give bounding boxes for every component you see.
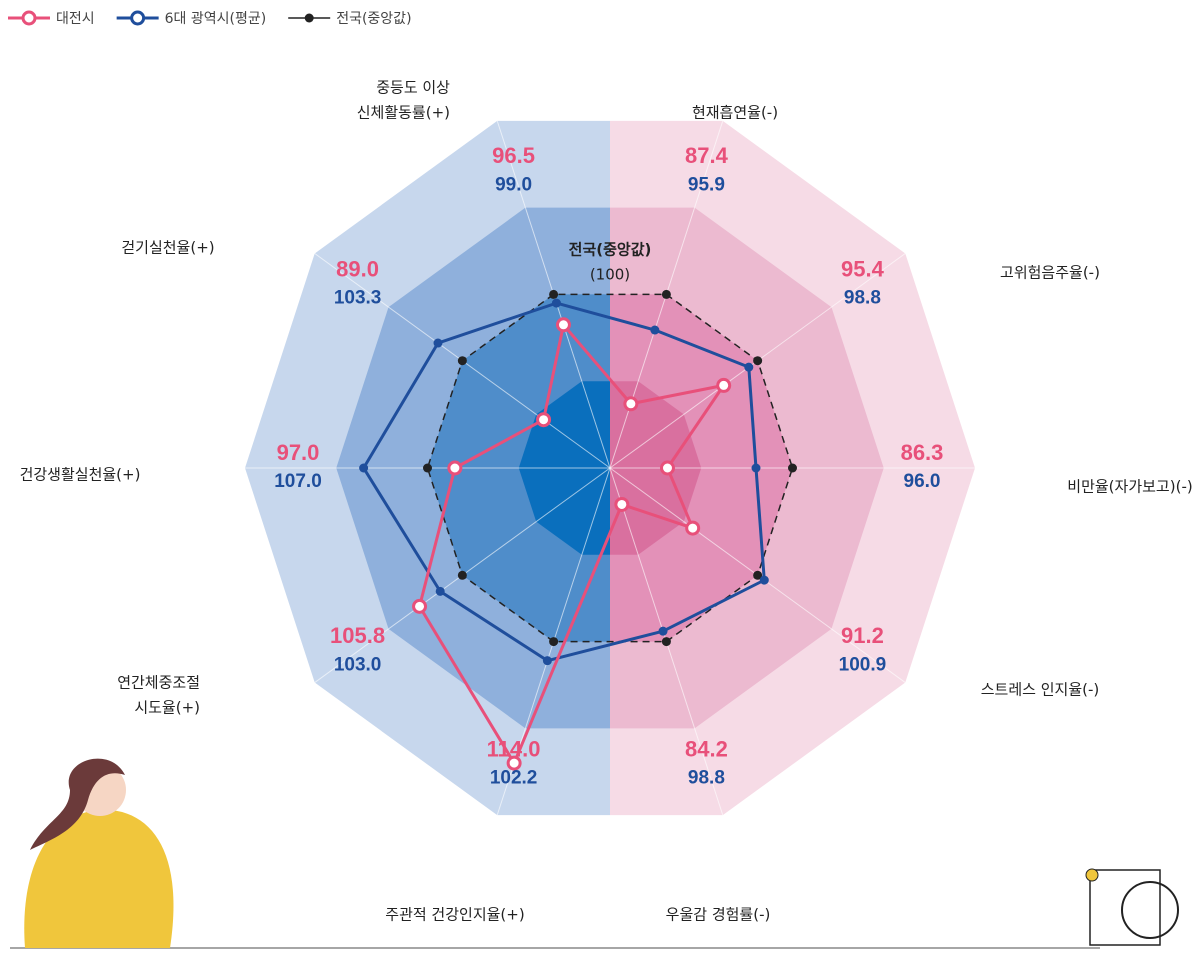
value-label: 86.3 bbox=[901, 440, 944, 465]
point bbox=[549, 290, 558, 299]
legend-label: 전국(중앙값) bbox=[336, 11, 411, 27]
point bbox=[753, 356, 762, 365]
value-label: 97.0 bbox=[277, 440, 320, 465]
value-label: 107.0 bbox=[274, 471, 322, 492]
chart: 87.4 95.9 95.4 98.8 86.3 96.0 91.2 100.9 84.2 98.… bbox=[0, 0, 1197, 972]
point bbox=[650, 326, 659, 335]
point bbox=[458, 356, 467, 365]
point bbox=[449, 462, 461, 474]
category-label: 현재흡연율(-) bbox=[692, 104, 778, 122]
point bbox=[414, 600, 426, 612]
point bbox=[423, 464, 432, 473]
category-label: 우울감 경험률(-) bbox=[666, 906, 771, 924]
point bbox=[433, 339, 442, 348]
legend-marker bbox=[305, 14, 314, 23]
point bbox=[760, 576, 769, 585]
category-label: 주관적 건강인지율(+) bbox=[385, 906, 524, 924]
legend-label: 6대 광역시(평균) bbox=[165, 11, 267, 27]
point bbox=[549, 637, 558, 646]
point bbox=[659, 627, 668, 636]
value-label: 95.4 bbox=[841, 256, 885, 281]
value-label: 114.0 bbox=[487, 737, 541, 762]
value-label: 91.2 bbox=[841, 623, 884, 648]
point bbox=[359, 464, 368, 473]
point bbox=[687, 522, 699, 534]
value-label: 84.2 bbox=[685, 737, 728, 762]
point bbox=[436, 587, 445, 596]
value-label: 96.5 bbox=[492, 143, 535, 168]
category-label: 고위험음주율(-) bbox=[1000, 264, 1100, 282]
value-label: 100.9 bbox=[839, 654, 887, 675]
center-label: (100) bbox=[590, 266, 630, 284]
value-label: 103.3 bbox=[334, 288, 382, 309]
point bbox=[752, 464, 761, 473]
point bbox=[552, 299, 561, 308]
value-label: 99.0 bbox=[495, 174, 532, 195]
category-label: 신체활동률(+) bbox=[357, 104, 450, 122]
point bbox=[662, 290, 671, 299]
value-label: 95.9 bbox=[688, 174, 725, 195]
value-label: 105.8 bbox=[330, 623, 385, 648]
point bbox=[662, 637, 671, 646]
point bbox=[718, 379, 730, 391]
value-label: 102.2 bbox=[490, 768, 538, 789]
category-label: 연간체중조절 bbox=[117, 674, 200, 692]
category-label: 시도율(+) bbox=[134, 699, 200, 717]
legend-marker bbox=[132, 12, 144, 24]
point bbox=[661, 462, 673, 474]
center-label: 전국(중앙값) bbox=[569, 241, 652, 259]
point bbox=[557, 319, 569, 331]
legend: 대전시 6대 광역시(평균) 전국(중앙값) bbox=[8, 11, 412, 27]
value-label: 98.8 bbox=[688, 768, 725, 789]
point bbox=[625, 398, 637, 410]
point bbox=[458, 571, 467, 580]
category-label: 걷기실천율(+) bbox=[121, 239, 214, 257]
legend-marker bbox=[23, 12, 35, 24]
category-label: 스트레스 인지율(-) bbox=[981, 681, 1100, 699]
point bbox=[616, 498, 628, 510]
category-label: 중등도 이상 bbox=[376, 79, 450, 97]
value-label: 87.4 bbox=[685, 143, 729, 168]
value-label: 103.0 bbox=[334, 654, 382, 675]
point bbox=[788, 464, 797, 473]
value-label: 96.0 bbox=[904, 471, 941, 492]
point bbox=[744, 363, 753, 372]
value-label: 89.0 bbox=[336, 256, 379, 281]
point bbox=[538, 414, 550, 426]
value-label: 98.8 bbox=[844, 288, 881, 309]
legend-label: 대전시 bbox=[56, 11, 95, 27]
category-label: 비만율(자가보고)(-) bbox=[1067, 478, 1192, 496]
category-label: 건강생활실천율(+) bbox=[20, 466, 141, 484]
point bbox=[543, 656, 552, 665]
